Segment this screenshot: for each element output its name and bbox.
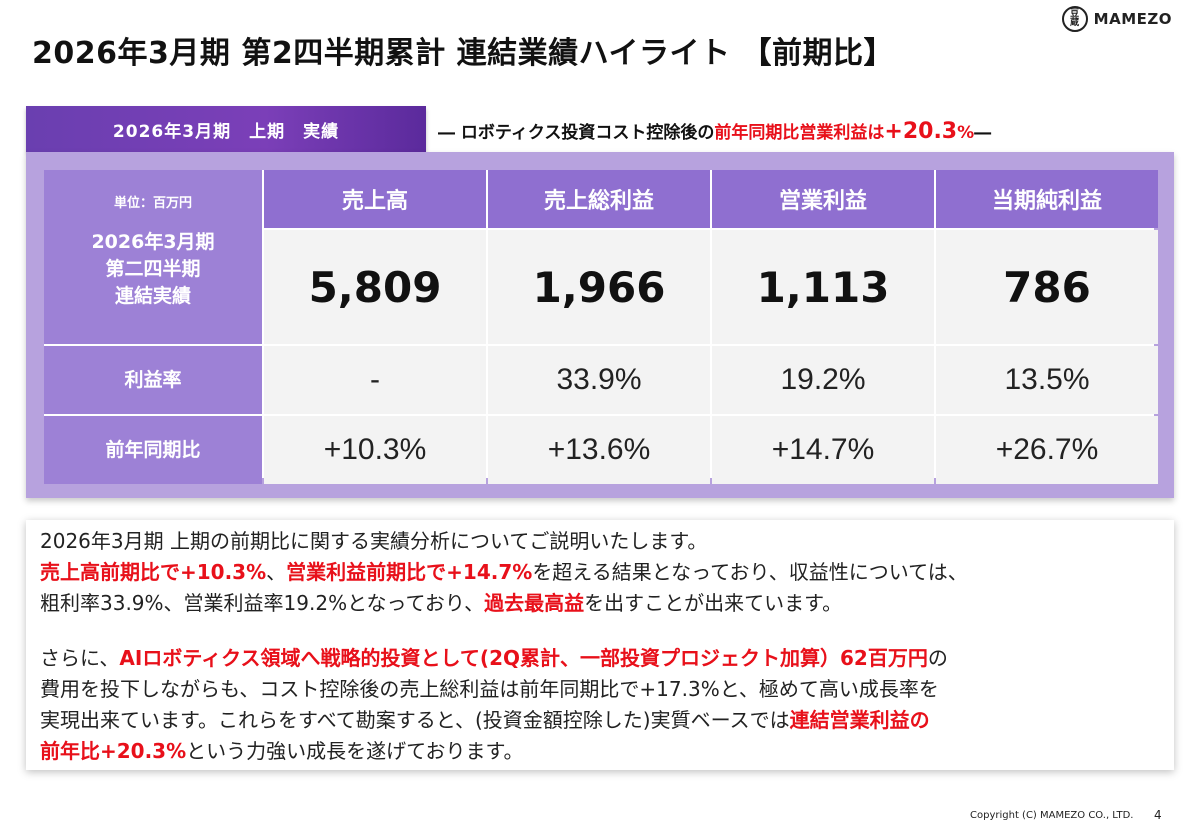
logo-text: MAMEZO (1093, 10, 1172, 28)
commentary-line-3: 粗利率33.9%、営業利益率19.2%となっており、過去最高益を出すことが出来て… (40, 588, 1160, 619)
column-header-gross-profit: 売上総利益 (488, 170, 710, 228)
company-logo: 豆 蔵 MAMEZO (1061, 6, 1172, 32)
commentary-line-7-b: という力強い成長を遂げております。 (186, 739, 524, 763)
commentary-ai-investment: AIロボティクス領域へ戦略的投資として(2Q累計、一部投資プロジェクト加算）62… (119, 646, 928, 670)
actual-operating-profit: 1,113 (712, 230, 934, 344)
column-header-operating-profit: 営業利益 (712, 170, 934, 228)
commentary-op-yoy: 営業利益前期比で+14.7% (286, 560, 533, 584)
commentary-record-profit: 過去最高益 (484, 591, 585, 615)
row-label-line-2: 第二四半期 (105, 258, 201, 280)
column-header-sales: 売上高 (264, 170, 486, 228)
commentary-line-2: 売上高前期比で+10.3%、営業利益前期比で+14.7%を超える結果となっており… (40, 557, 1160, 588)
margin-sales: - (264, 346, 486, 414)
copyright: Copyright (C) MAMEZO CO., LTD. (970, 810, 1134, 821)
margin-gross-profit: 33.9% (488, 346, 710, 414)
logo-mark-icon: 豆 蔵 (1061, 6, 1088, 32)
subtitle-highlight: 前年同期比営業利益は (714, 123, 885, 143)
actual-gross-profit: 1,966 (488, 230, 710, 344)
commentary-line-4-b: の (927, 646, 948, 670)
column-header-net-income: 当期純利益 (936, 170, 1158, 228)
subtitle-unit: % (957, 123, 975, 143)
commentary-line-3-a: 粗利率33.9%、営業利益率19.2%となっており、 (40, 591, 485, 615)
yoy-sales: +10.3% (264, 416, 486, 484)
commentary-line-3-b: を出すことが出来ています。 (584, 591, 843, 615)
page-title: 2026年3月期 第2四半期累計 連結業績ハイライト 【前期比】 (32, 36, 894, 71)
commentary-line-7: 前年比+20.3%という力強い成長を遂げております。 (40, 736, 1160, 767)
commentary-line-5: 費用を投下しながらも、コスト控除後の売上総利益は前年同期比で+17.3%と、極め… (40, 677, 939, 701)
row-header-margin: 利益率 (44, 346, 262, 414)
yoy-operating-profit: +14.7% (712, 416, 934, 484)
period-tab: 2026年3月期 上期 実績 (26, 106, 426, 152)
commentary-separator: 、 (266, 560, 287, 584)
commentary-line-6-a: 実現出来ています。これらをすべて勘案すると、(投資金額控除した)実質ベースでは (40, 708, 790, 732)
margin-operating-profit: 19.2% (712, 346, 934, 414)
results-table: 単位：百万円 2026年3月期 第二四半期 連結実績 売上高 売上総利益 営業利… (44, 170, 1158, 484)
commentary-line-1: 2026年3月期 上期の前期比に関する実績分析についてご説明いたします。 (40, 529, 708, 553)
subtitle-suffix: ― (974, 123, 992, 143)
commentary-box: 2026年3月期 上期の前期比に関する実績分析についてご説明いたします。 売上高… (26, 520, 1174, 770)
commentary-consolidated-op: 連結営業利益の (789, 708, 930, 732)
actual-net-income: 786 (936, 230, 1158, 344)
commentary-yoy-growth: 前年比+20.3% (40, 739, 187, 763)
yoy-net-income: +26.7% (936, 416, 1158, 484)
logo-mark-bottom: 蔵 (1070, 18, 1080, 28)
unit-label: 単位：百万円 (113, 196, 192, 211)
page-number: 4 (1154, 808, 1162, 822)
yoy-gross-profit: +13.6% (488, 416, 710, 484)
commentary-line-4-a: さらに、 (40, 646, 120, 670)
subtitle: ― ロボティクス投資コスト控除後の前年同期比営業利益は+20.3%― (438, 118, 991, 144)
actual-sales: 5,809 (264, 230, 486, 344)
logo-mark-top: 豆 (1070, 9, 1080, 19)
commentary-line-4: さらに、AIロボティクス領域へ戦略的投資として(2Q累計、一部投資プロジェクト加… (40, 643, 1160, 674)
commentary-line-2-tail: を超える結果となっており、収益性については、 (532, 560, 968, 584)
margin-net-income: 13.5% (936, 346, 1158, 414)
commentary-sales-yoy: 売上高前期比で+10.3% (40, 560, 267, 584)
row-label-line-3: 連結実績 (114, 285, 191, 307)
subtitle-value: +20.3 (884, 119, 958, 144)
row-label-line-1: 2026年3月期 (91, 231, 215, 253)
row-header-yoy: 前年同期比 (44, 416, 262, 484)
row-header-actuals: 単位：百万円 2026年3月期 第二四半期 連結実績 (44, 170, 262, 344)
commentary-line-6: 実現出来ています。これらをすべて勘案すると、(投資金額控除した)実質ベースでは連… (40, 705, 1160, 736)
subtitle-prefix: ― ロボティクス投資コスト控除後の (438, 123, 715, 143)
